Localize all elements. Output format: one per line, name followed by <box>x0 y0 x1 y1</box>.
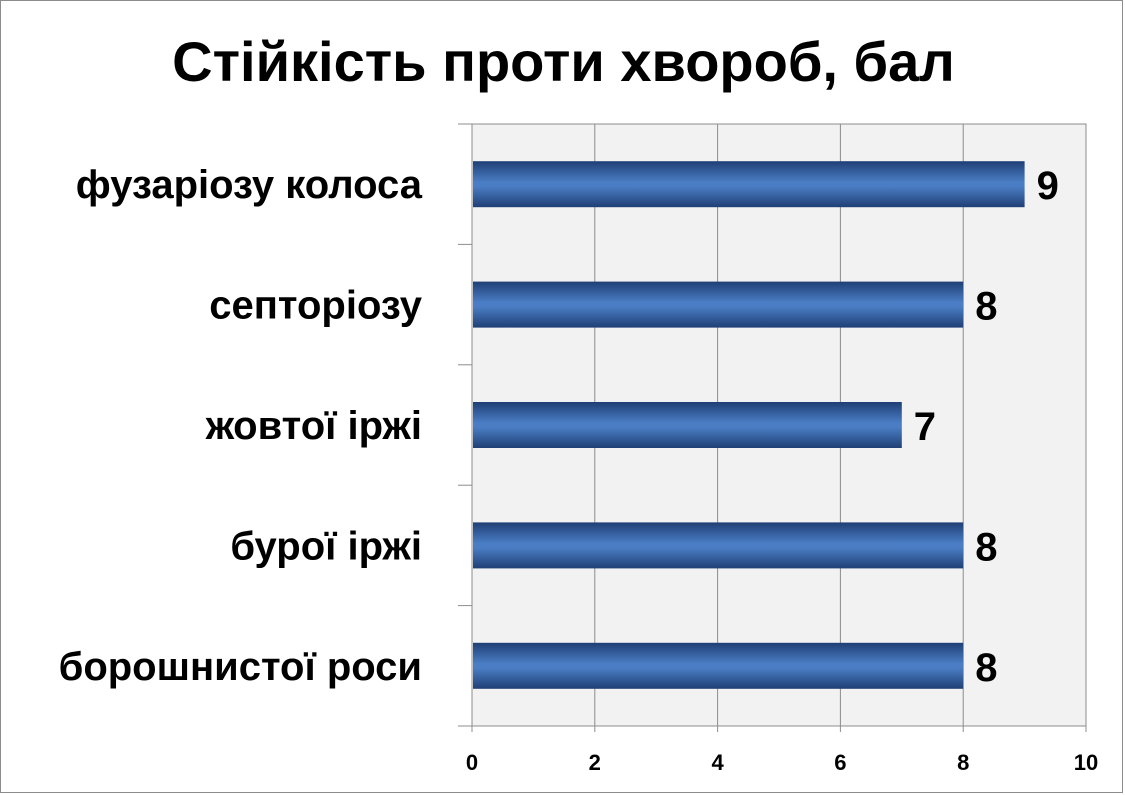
x-tick-label: 8 <box>957 750 969 775</box>
data-label: 7 <box>914 405 936 449</box>
data-label: 8 <box>975 285 997 329</box>
bar <box>473 522 964 569</box>
bars <box>473 161 1025 689</box>
data-label: 8 <box>975 646 997 690</box>
x-tick-label: 6 <box>834 750 846 775</box>
bar <box>473 642 964 689</box>
x-tick-label: 4 <box>711 750 724 775</box>
category-label: септоріозу <box>209 284 422 328</box>
x-tick-label: 10 <box>1074 750 1098 775</box>
bar <box>473 281 964 328</box>
chart-title: Стійкість проти хвороб, бал <box>172 30 955 93</box>
axes <box>458 123 1087 732</box>
x-tick-label: 0 <box>466 750 478 775</box>
category-label: жовтої іржі <box>205 404 422 448</box>
category-label: бурої іржі <box>230 524 422 568</box>
x-tick-label: 2 <box>589 750 601 775</box>
category-label: фузаріозу колоса <box>76 163 423 207</box>
data-label: 8 <box>975 525 997 569</box>
data-label: 9 <box>1037 164 1059 208</box>
category-label: борошнистої роси <box>59 645 422 689</box>
bar <box>473 161 1025 208</box>
labels: 0 2 4 6 8 10 9 фузаріозу колоса 8 септоріозу 7 жовт… <box>59 163 1099 775</box>
bar <box>473 402 902 448</box>
